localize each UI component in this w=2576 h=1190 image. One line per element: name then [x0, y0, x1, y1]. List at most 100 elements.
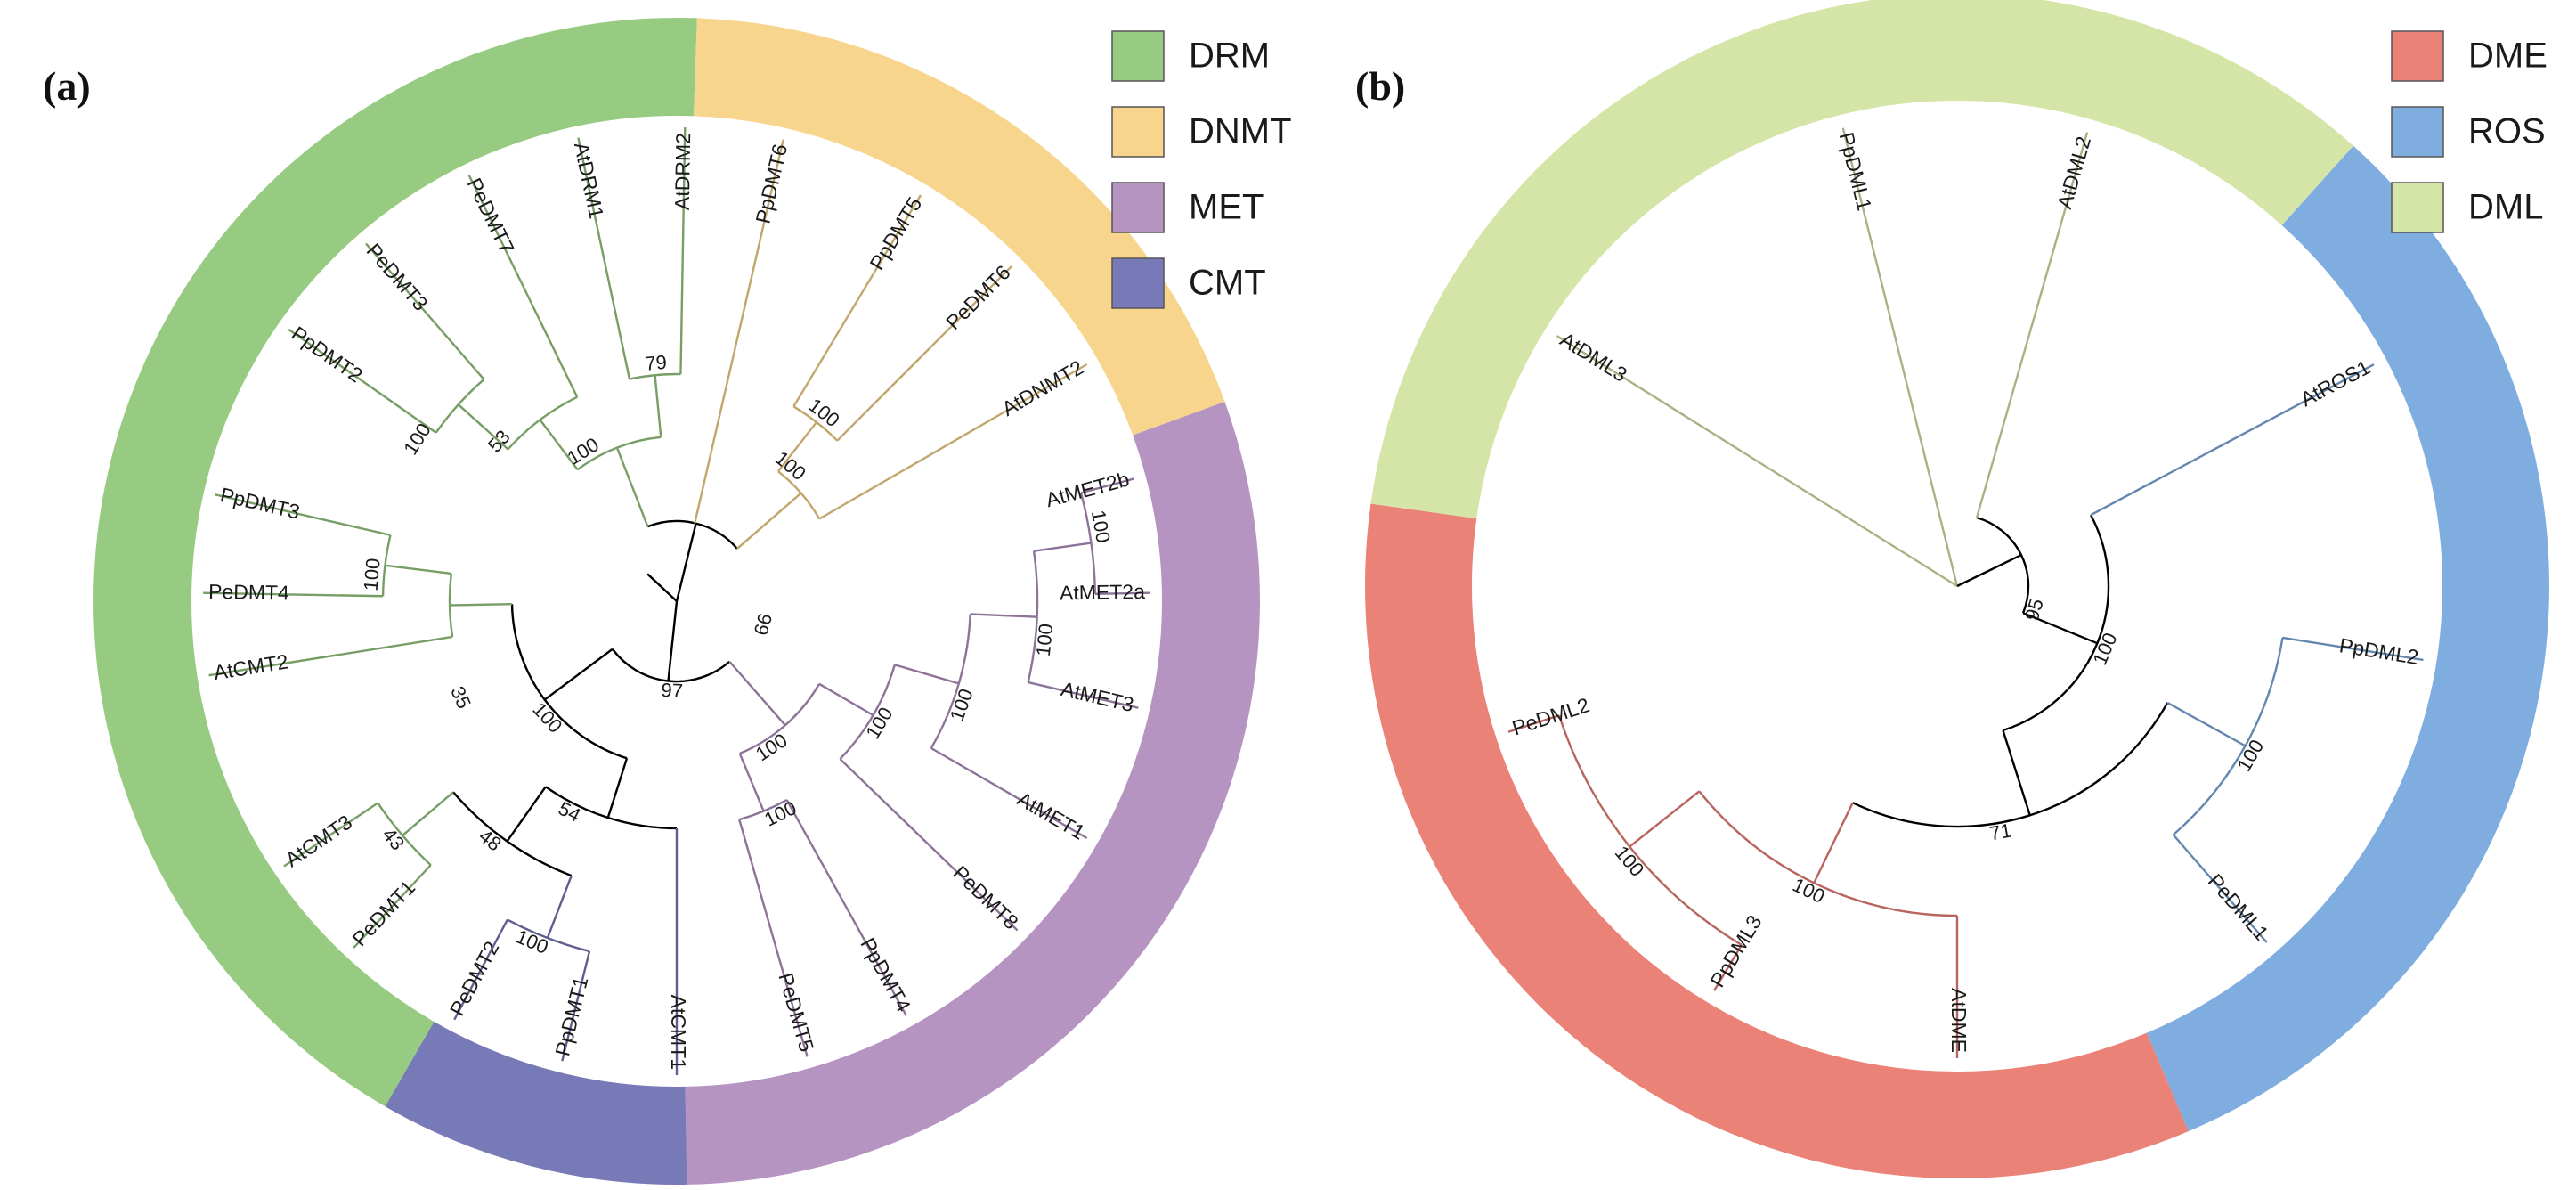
branch-arc [646, 519, 738, 550]
branch-internal [1813, 802, 1854, 884]
branch-internal [2166, 701, 2247, 747]
ring-segment-dnmt [694, 18, 1225, 436]
leaf-label-pedmt7: PeDMT7 [462, 175, 518, 257]
support-value: 54 [555, 797, 584, 827]
branch-arc [377, 802, 432, 867]
branch-arc [435, 379, 485, 434]
support-value: 79 [644, 351, 668, 375]
branch-ppdmt6 [694, 139, 784, 524]
branch-arc [507, 918, 590, 953]
support-values-a: 100 35 43 100 48 54 100 100 100 100 100 100 100 97 100… [360, 351, 1115, 958]
branch-ppdmt5 [792, 194, 922, 408]
branch-arc [448, 573, 454, 638]
support-value: 97 [661, 679, 684, 702]
leaf-label-pedml1: PeDML1 [2204, 869, 2273, 945]
branch-internal [2022, 612, 2098, 645]
branch-arc [1976, 516, 2030, 614]
branch-atdrm1 [577, 137, 631, 379]
branch-arc [452, 791, 573, 877]
legend-swatch-drm [1111, 30, 1165, 82]
branch-pedmt1 [353, 864, 432, 949]
leaf-label-ppdml3: PpDML3 [1705, 911, 1766, 991]
leaf-label-ppdmt2: PpDMT2 [288, 322, 367, 387]
branch-arc [381, 534, 392, 597]
branch-ppdmt2 [288, 328, 437, 434]
support-value: 100 [528, 698, 566, 738]
branch-arc [930, 614, 971, 749]
support-value: 100 [861, 703, 897, 742]
leaf-label-pedml2: PeDML2 [1509, 693, 1592, 739]
ring-segment-dme [1364, 503, 2189, 1178]
leaf-label-atdme: AtDME [1947, 988, 1971, 1053]
branch-atdrm2 [679, 127, 687, 375]
support-value: 100 [771, 446, 810, 485]
leaf-label-pedmt2: PeDMT2 [445, 937, 504, 1019]
legend-swatch-met [1111, 182, 1165, 233]
support-value: 66 [750, 611, 776, 638]
support-value: 100 [1789, 874, 1828, 909]
branch-arc [2172, 637, 2284, 836]
leaf-label-ppdml1: PpDML1 [1834, 130, 1876, 213]
branch-atmet2b [1080, 477, 1135, 494]
leaf-label-atmet1: AtMET1 [1013, 787, 1089, 844]
leaf-label-atmet2b: AtMET2b [1044, 467, 1132, 511]
branch-arc [739, 683, 821, 755]
panel-b: AtDML3 PpDML1 AtDML2 AtROS1 PpDML2 PeDML1 AtDM… [1355, 0, 2550, 1178]
branch-atmet3 [1028, 681, 1139, 709]
branch-internal [1629, 790, 1701, 848]
support-value: 100 [804, 394, 843, 431]
branch-pedmt2 [453, 919, 508, 1021]
legend-label-drm: DRM [1189, 37, 1270, 76]
leaf-label-ppdmt5: PpDMT5 [865, 192, 926, 273]
branch-atdml3 [1556, 335, 1958, 588]
panel-label-b: (b) [1355, 63, 1405, 109]
group-ring-a [93, 17, 1260, 1185]
branch-internal [1956, 553, 2022, 588]
support-value: 48 [475, 825, 506, 856]
branch-atdnmt2 [818, 363, 1088, 520]
ring-segment-ros [2146, 145, 2550, 1132]
legend-label-cmt: CMT [1189, 264, 1266, 303]
branch-pedmt5 [738, 819, 809, 1057]
branch-internal [894, 664, 960, 685]
leaf-label-pedmt8: PeDMT8 [948, 861, 1022, 934]
branch-internal [450, 603, 513, 607]
leaf-label-pedmt5: PeDMT5 [774, 970, 818, 1054]
branch-internal [728, 660, 786, 727]
support-value: 100 [752, 729, 791, 765]
branch-arc [510, 604, 628, 760]
branch-ppdml1 [1841, 127, 1959, 587]
branch-pedmt8 [839, 758, 1019, 932]
support-value: 100 [946, 686, 978, 724]
branch-atmet2a [1094, 591, 1150, 595]
branch-arc [839, 664, 896, 760]
branch-internal [738, 753, 765, 812]
legend-label-dme: DME [2468, 37, 2548, 76]
legend-swatch-dnmt [1111, 106, 1165, 158]
branch-ppdml2 [2282, 636, 2424, 662]
branch-atcmt2 [208, 635, 453, 677]
leaf-label-atdnmt2: AtDNMT2 [998, 355, 1087, 420]
branch-internal [1033, 542, 1092, 552]
tree-branches-b [1507, 127, 2424, 1058]
support-value: 100 [399, 420, 435, 459]
support-value: 100 [1032, 623, 1058, 657]
branch-pedml1 [2172, 834, 2268, 943]
legend-swatch-ros [2391, 106, 2444, 158]
branch-internal [667, 600, 679, 681]
branch-arc [545, 786, 678, 830]
ring-segment-dml [1370, 0, 2353, 519]
branch-arc [629, 372, 681, 380]
panel-label-a: (a) [43, 63, 91, 109]
branch-pedml2 [1507, 714, 1560, 733]
leaf-label-atros1: AtROS1 [2296, 355, 2374, 412]
branch-arc [738, 798, 788, 821]
ring-segment-met [685, 401, 1260, 1185]
branch-pedmt6 [836, 265, 1013, 442]
leaf-label-pedmt4: PeDMT4 [208, 580, 289, 605]
branch-ppdmt3 [215, 493, 391, 536]
branch-atdml2 [1975, 132, 2089, 518]
leaf-label-ppdmt6: PpDMT6 [751, 142, 792, 225]
tree-branches-a [203, 127, 1150, 1075]
branch-internal [654, 375, 662, 437]
